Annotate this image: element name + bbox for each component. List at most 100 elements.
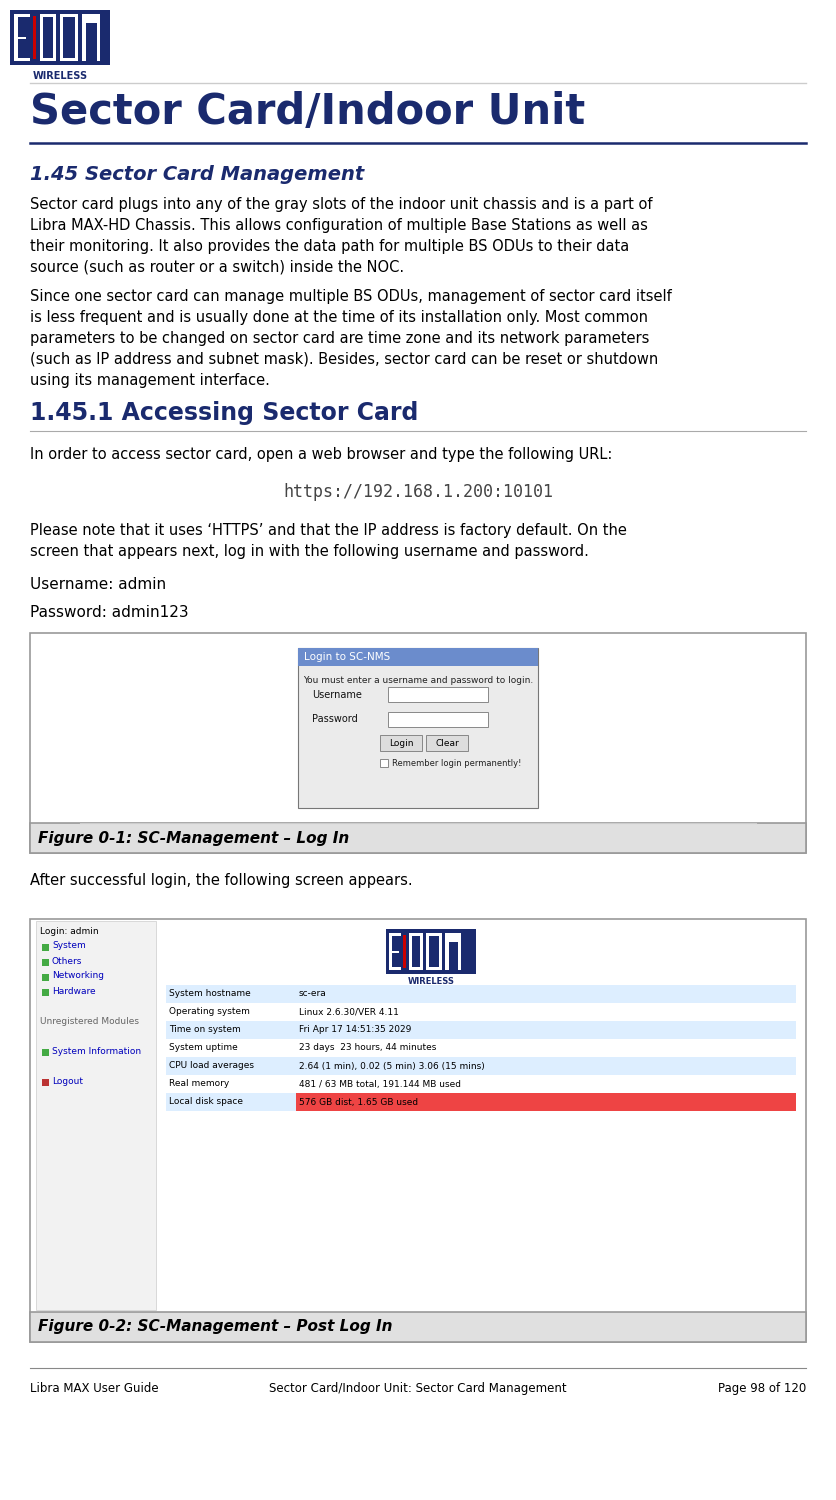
- Text: Networking: Networking: [52, 972, 104, 981]
- Bar: [426, 933, 442, 970]
- Bar: [388, 712, 488, 728]
- Text: 576 GB dist, 1.65 GB used: 576 GB dist, 1.65 GB used: [299, 1098, 418, 1107]
- Bar: [296, 1094, 796, 1112]
- Bar: [426, 735, 468, 752]
- Text: Figure 0-2: SC-Management – Post Log In: Figure 0-2: SC-Management – Post Log In: [38, 1320, 392, 1335]
- Text: sc-era: sc-era: [299, 990, 327, 999]
- Text: System Information: System Information: [52, 1047, 141, 1056]
- Text: Local disk space: Local disk space: [169, 1098, 243, 1107]
- Text: 1.45 Sector Card Management: 1.45 Sector Card Management: [30, 165, 364, 184]
- Text: CPU load averages: CPU load averages: [169, 1062, 254, 1071]
- Text: Username: Username: [312, 690, 362, 699]
- Bar: [14, 13, 18, 62]
- Text: 23 days  23 hours, 44 minutes: 23 days 23 hours, 44 minutes: [299, 1044, 436, 1053]
- Bar: [403, 934, 406, 968]
- Text: Since one sector card can manage multiple BS ODUs, management of sector card its: Since one sector card can manage multipl…: [30, 290, 672, 388]
- Bar: [43, 34, 53, 58]
- Bar: [412, 946, 420, 968]
- Text: Page 98 of 120: Page 98 of 120: [718, 1382, 806, 1395]
- Text: https://192.168.1.200:10101: https://192.168.1.200:10101: [283, 483, 553, 501]
- Text: System hostname: System hostname: [169, 990, 251, 999]
- Bar: [409, 933, 423, 936]
- Text: Sector Card/Indoor Unit: Sector Card Management: Sector Card/Indoor Unit: Sector Card Man…: [269, 1382, 567, 1395]
- Bar: [445, 933, 461, 970]
- Text: Time on system: Time on system: [169, 1026, 241, 1035]
- Text: After successful login, the following screen appears.: After successful login, the following sc…: [30, 873, 413, 888]
- Bar: [40, 13, 43, 62]
- Bar: [166, 986, 796, 1004]
- Bar: [420, 933, 423, 970]
- Bar: [166, 1058, 796, 1076]
- Text: Clear: Clear: [435, 738, 459, 747]
- Text: Remember login permanently!: Remember login permanently!: [392, 759, 522, 768]
- Bar: [42, 974, 49, 981]
- Bar: [42, 944, 49, 951]
- Text: Please note that it uses ‘HTTPS’ and that the IP address is factory default. On : Please note that it uses ‘HTTPS’ and tha…: [30, 524, 627, 560]
- Text: System uptime: System uptime: [169, 1044, 237, 1053]
- Bar: [42, 1048, 49, 1056]
- Bar: [388, 687, 488, 702]
- Bar: [82, 13, 100, 62]
- Text: In order to access sector card, open a web browser and type the following URL:: In order to access sector card, open a w…: [30, 447, 613, 462]
- Text: Sector Card/Indoor Unit: Sector Card/Indoor Unit: [30, 92, 585, 134]
- Bar: [429, 936, 439, 968]
- Text: Hardware: Hardware: [52, 987, 95, 996]
- Bar: [166, 1022, 796, 1040]
- Bar: [389, 933, 392, 970]
- Text: Linux 2.6.30/VER 4.11: Linux 2.6.30/VER 4.11: [299, 1008, 399, 1017]
- Bar: [166, 1094, 796, 1112]
- Bar: [10, 10, 110, 64]
- Text: Libra MAX User Guide: Libra MAX User Guide: [30, 1382, 159, 1395]
- Bar: [14, 13, 30, 16]
- Bar: [36, 921, 156, 1310]
- Text: You must enter a username and password to login.: You must enter a username and password t…: [303, 676, 533, 686]
- Text: Logout: Logout: [52, 1077, 83, 1086]
- Bar: [30, 824, 806, 854]
- Bar: [30, 633, 806, 854]
- Bar: [380, 735, 422, 752]
- Bar: [42, 988, 49, 996]
- Bar: [298, 648, 538, 808]
- Text: Password: admin123: Password: admin123: [30, 604, 189, 619]
- Bar: [14, 38, 26, 39]
- Text: Login: admin: Login: admin: [40, 927, 99, 936]
- Bar: [389, 968, 401, 970]
- Text: Login: Login: [389, 738, 413, 747]
- Bar: [386, 928, 476, 974]
- Bar: [63, 16, 75, 58]
- Bar: [298, 648, 538, 666]
- Bar: [166, 1004, 796, 1022]
- Bar: [40, 58, 56, 62]
- Bar: [14, 58, 30, 62]
- Text: Sector card plugs into any of the gray slots of the indoor unit chassis and is a: Sector card plugs into any of the gray s…: [30, 196, 653, 274]
- Text: Fri Apr 17 14:51:35 2029: Fri Apr 17 14:51:35 2029: [299, 1026, 411, 1035]
- Text: Operating system: Operating system: [169, 1008, 250, 1017]
- Text: Others: Others: [52, 957, 83, 966]
- Text: Figure 0-1: SC-Management – Log In: Figure 0-1: SC-Management – Log In: [38, 831, 349, 846]
- Text: WIRELESS: WIRELESS: [408, 976, 455, 986]
- Bar: [33, 16, 36, 58]
- Bar: [42, 958, 49, 966]
- Bar: [86, 22, 92, 62]
- Text: Unregistered Modules: Unregistered Modules: [40, 1017, 139, 1026]
- Bar: [92, 22, 97, 62]
- Text: Password: Password: [312, 714, 358, 724]
- Bar: [409, 933, 412, 970]
- Text: System: System: [52, 942, 86, 951]
- Text: 1.45.1 Accessing Sector Card: 1.45.1 Accessing Sector Card: [30, 400, 418, 424]
- Text: Real memory: Real memory: [169, 1080, 229, 1089]
- Bar: [42, 1078, 49, 1086]
- Bar: [60, 13, 78, 62]
- Text: 481 / 63 MB total, 191.144 MB used: 481 / 63 MB total, 191.144 MB used: [299, 1080, 461, 1089]
- Bar: [40, 13, 56, 16]
- Bar: [389, 951, 399, 952]
- Text: WIRELESS: WIRELESS: [33, 70, 88, 81]
- Bar: [166, 1040, 796, 1058]
- Bar: [389, 933, 401, 936]
- Text: Login to SC-NMS: Login to SC-NMS: [304, 652, 390, 662]
- Bar: [449, 942, 454, 970]
- Bar: [454, 942, 458, 970]
- Bar: [409, 968, 423, 970]
- Text: 2.64 (1 min), 0.02 (5 min) 3.06 (15 mins): 2.64 (1 min), 0.02 (5 min) 3.06 (15 mins…: [299, 1062, 485, 1071]
- Bar: [166, 1076, 796, 1094]
